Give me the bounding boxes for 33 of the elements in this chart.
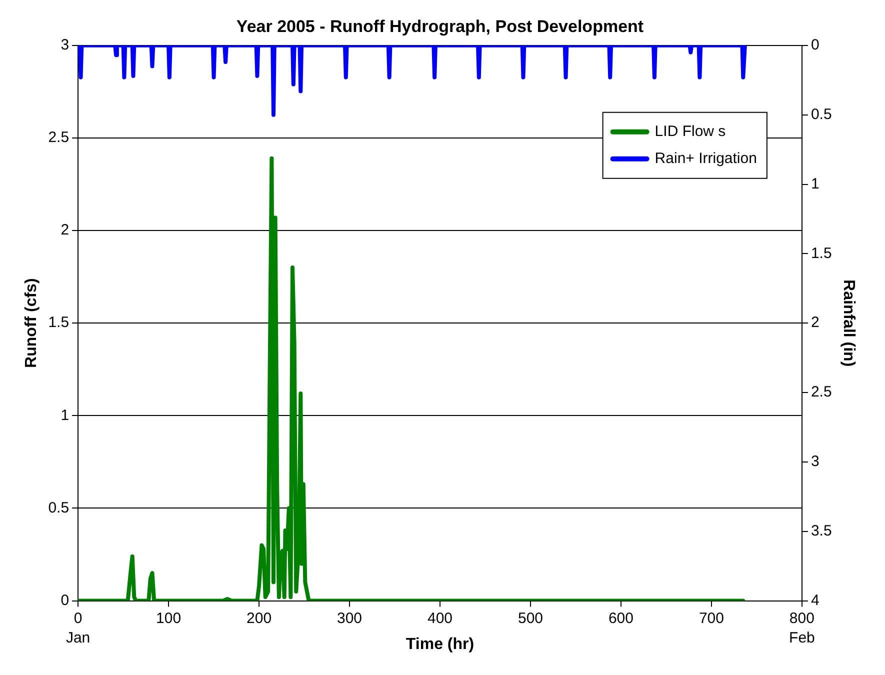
y2-tick-label: 3 xyxy=(810,453,820,470)
x-axis-title: Time (hr) xyxy=(406,636,474,653)
y2-tick-label: 4 xyxy=(810,592,820,609)
y2-axis-title: Rainfall (in) xyxy=(840,280,857,367)
chart-title: Year 2005 - Runoff Hydrograph, Post Development xyxy=(236,16,644,36)
y-tick-label: 1 xyxy=(60,406,70,424)
y-tick-label: 1.5 xyxy=(48,314,70,332)
y2-tick-label: 3.5 xyxy=(810,522,832,540)
x-tick-label: 300 xyxy=(336,610,362,627)
x-tick-label: 400 xyxy=(427,610,453,627)
y-tick-label: 0 xyxy=(60,592,70,609)
y2-tick-label: 0 xyxy=(810,36,820,54)
x-tick-label: 100 xyxy=(156,610,182,627)
x-tick-label: 500 xyxy=(518,610,544,627)
y-tick-label: 0.5 xyxy=(48,499,70,516)
legend-label: LID Flow s xyxy=(654,123,726,140)
y-tick-label: 2.5 xyxy=(48,129,70,146)
x-tick-label: 200 xyxy=(246,610,272,627)
y-tick-label: 3 xyxy=(60,36,70,54)
x-tick-label: 0 xyxy=(74,610,82,627)
y2-tick-label: 0.5 xyxy=(810,106,832,123)
y2-tick-label: 2.5 xyxy=(810,384,832,401)
text: Jan xyxy=(66,629,90,646)
legend-label: Rain+ Irrigation xyxy=(654,150,757,168)
y2-tick-label: 2 xyxy=(810,314,820,332)
x-tick-label: 700 xyxy=(698,610,724,627)
y-tick-label: 2 xyxy=(60,222,70,239)
y2-tick-label: 1 xyxy=(810,175,820,192)
y-axis-title: Runoff (cfs) xyxy=(23,278,40,368)
text: Feb xyxy=(789,629,815,646)
x-tick-label: 600 xyxy=(608,610,634,627)
y2-tick-label: 1.5 xyxy=(810,244,832,262)
x-tick-label: 800 xyxy=(789,610,814,627)
